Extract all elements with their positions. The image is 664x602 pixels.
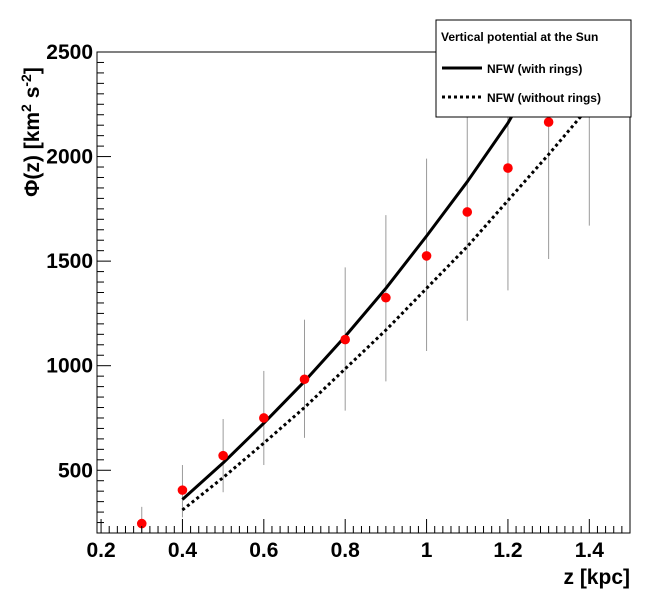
x-tick-label: 1.4: [575, 539, 605, 562]
data-point: [136, 518, 147, 529]
x-tick-label: 0.4: [168, 539, 198, 562]
y-tick-label: 1500: [46, 250, 93, 273]
data-point: [299, 374, 310, 385]
data-point: [340, 334, 350, 345]
legend: Vertical potential at the Sun NFW (with …: [435, 19, 632, 118]
legend-entry-with-rings: NFW (with rings): [487, 62, 582, 76]
series-line: [181, 52, 550, 501]
data-point: [218, 450, 228, 461]
data-point: [259, 413, 269, 423]
data-point: [381, 292, 391, 303]
data-point: [462, 207, 473, 217]
series-line: [181, 105, 591, 512]
curves: [181, 52, 591, 512]
x-tick-label: 1.2: [493, 539, 522, 562]
y-axis-label-mid: s: [21, 87, 44, 105]
y-tick-label: 2000: [46, 146, 93, 169]
y-axis-label-sup2: -2: [18, 74, 34, 87]
legend-title: Vertical potential at the Sun: [441, 30, 598, 44]
x-tick-label: 1: [421, 539, 433, 562]
x-tick-label: 0.2: [86, 539, 115, 562]
y-axis-label-sup1: 2: [18, 104, 34, 112]
data-point: [503, 163, 513, 173]
data-point: [177, 485, 188, 495]
y-axis-label-end: ]: [21, 67, 44, 74]
legend-entry-without-rings: NFW (without rings): [487, 91, 601, 105]
x-tick-label: 0.8: [331, 539, 361, 562]
y-axis-label: Φ(z) [km2 s-2]: [18, 67, 44, 197]
data-point: [421, 251, 432, 261]
x-axis: 0.2 0.4 0.6 0.8 1 1.2 1.4: [86, 519, 631, 562]
y-tick-label: 2500: [46, 41, 93, 64]
y-axis-label-main: Φ(z) [km: [21, 112, 44, 197]
y-tick-label: 500: [58, 459, 93, 482]
data-point: [543, 117, 554, 127]
y-tick-label: 1000: [46, 355, 93, 378]
x-tick-label: 0.6: [249, 539, 278, 562]
data-points: [136, 117, 554, 529]
y-axis: 500 1000 1500 2000 2500: [46, 41, 111, 534]
x-axis-label: z [kpc]: [563, 566, 630, 589]
